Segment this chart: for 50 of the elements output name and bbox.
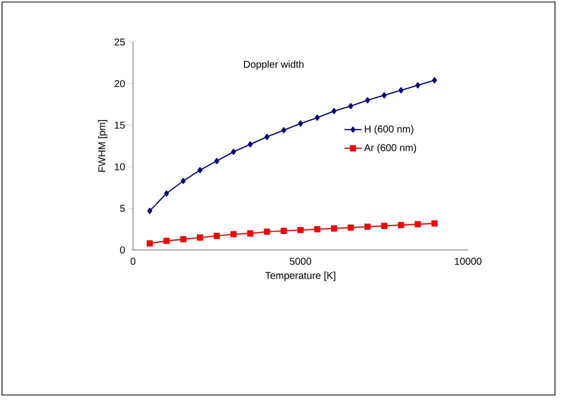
point <box>214 232 220 239</box>
point <box>180 178 186 184</box>
point <box>230 231 237 238</box>
point <box>415 82 420 88</box>
y-tick-label: 15 <box>114 122 125 129</box>
point <box>431 220 438 226</box>
y-axis-title: FWHM [pm] <box>98 120 108 172</box>
point <box>365 97 370 104</box>
point <box>214 158 220 164</box>
point <box>163 238 170 244</box>
point <box>332 108 336 114</box>
point <box>196 234 204 241</box>
point <box>364 224 371 230</box>
y-tick-label: 0 <box>120 246 125 254</box>
point <box>414 221 421 228</box>
point <box>247 230 254 236</box>
point <box>398 222 404 228</box>
point <box>297 226 304 234</box>
x-tick-label: 0 <box>130 258 136 265</box>
point <box>281 127 286 134</box>
x-axis-title: Temperature [K] <box>265 272 336 281</box>
x-tick-label: 5000 <box>290 258 312 265</box>
legend-label: H (600 nm) <box>364 125 414 135</box>
point <box>147 208 152 214</box>
point <box>198 167 202 174</box>
text: Doppler width <box>244 60 304 70</box>
point <box>146 240 153 246</box>
point <box>348 102 354 110</box>
point <box>264 134 270 140</box>
point <box>381 222 388 229</box>
point <box>398 87 404 94</box>
y-tick-label: 20 <box>114 80 125 88</box>
point <box>382 92 387 98</box>
point <box>314 114 320 121</box>
point <box>164 190 169 197</box>
point <box>348 224 354 231</box>
point <box>231 148 236 155</box>
point <box>298 120 303 127</box>
point <box>432 77 437 84</box>
legend-label: Ar (600 nm) <box>364 144 416 154</box>
y-tick-label: 5 <box>120 204 125 212</box>
point <box>180 236 186 242</box>
y-tick-label: 25 <box>114 38 125 46</box>
point <box>330 225 338 232</box>
point <box>264 228 270 235</box>
point <box>280 228 287 234</box>
point <box>314 226 320 232</box>
y-tick-label: 10 <box>114 163 125 170</box>
x-tick-label: 10000 <box>454 258 482 265</box>
point <box>248 141 253 148</box>
